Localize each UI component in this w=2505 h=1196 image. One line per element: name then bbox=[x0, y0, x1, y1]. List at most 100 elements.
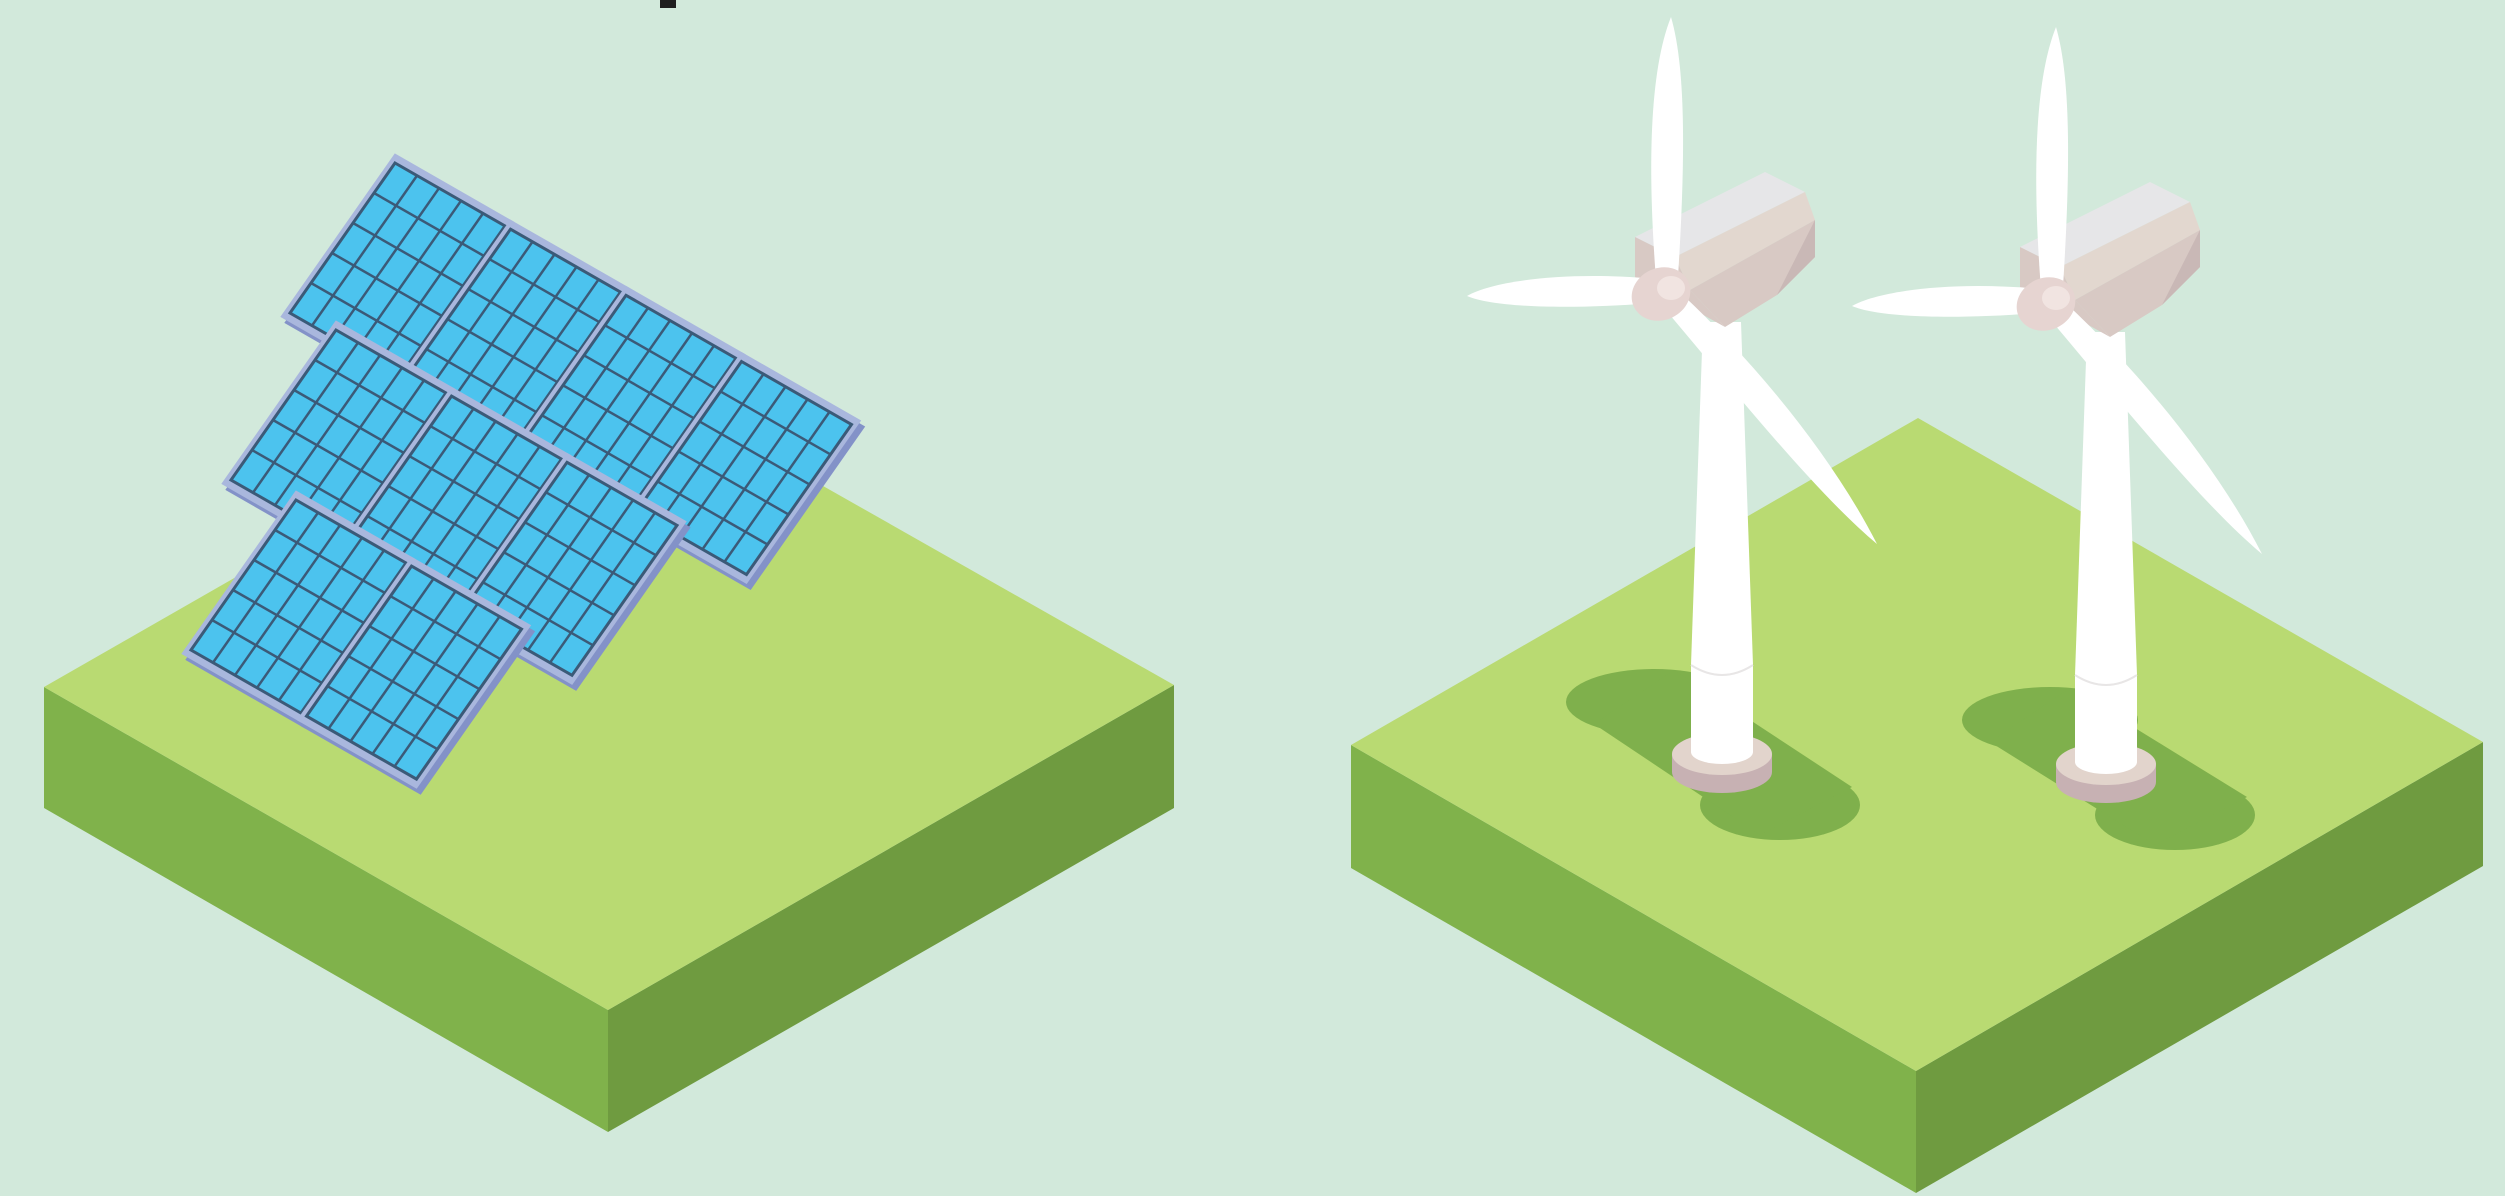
solar-panel-array bbox=[181, 153, 866, 795]
solar-cell-line bbox=[656, 480, 769, 546]
solar-cell-line bbox=[467, 288, 580, 354]
solar-cell-line bbox=[482, 581, 594, 647]
solar-cell-line bbox=[698, 420, 811, 486]
solar-panel bbox=[221, 320, 460, 559]
solar-cell-line bbox=[376, 212, 485, 365]
solar-cell-line bbox=[448, 253, 556, 406]
turbine-hub-highlight bbox=[2042, 286, 2070, 310]
solar-cell-line bbox=[563, 319, 672, 472]
solar-cell-line bbox=[367, 408, 475, 560]
wind-platform-right-side bbox=[1916, 742, 2483, 1193]
solar-cell-line bbox=[488, 258, 601, 324]
solar-cell-line bbox=[425, 348, 538, 414]
turbine-tower-seam bbox=[1690, 664, 1754, 676]
solar-cell-line bbox=[253, 558, 365, 625]
solar-cell-line bbox=[373, 191, 485, 258]
solar-cell-line bbox=[723, 411, 831, 563]
turbine-blades bbox=[1467, 17, 1877, 544]
solar-panel-row bbox=[181, 490, 536, 795]
solar-panel bbox=[181, 490, 420, 729]
turbine-hub-highlight bbox=[1657, 276, 1685, 300]
solar-cell-line bbox=[433, 445, 541, 598]
solar-cell-line bbox=[607, 344, 716, 497]
solar-panel bbox=[296, 556, 536, 795]
solar-cell-line bbox=[524, 521, 636, 587]
solar-platform-left-side bbox=[44, 687, 608, 1132]
solar-cell-line bbox=[677, 450, 790, 516]
nacelle-edge bbox=[2162, 202, 2200, 305]
solar-cell-line bbox=[504, 486, 613, 639]
solar-cell-line bbox=[273, 354, 382, 506]
solar-cell-line bbox=[562, 384, 674, 450]
solar-cell-line bbox=[503, 551, 615, 617]
turbine-blade bbox=[1852, 285, 2050, 317]
solar-cell-line bbox=[604, 324, 716, 390]
turbine-blade bbox=[2044, 296, 2262, 554]
solar-cell-line bbox=[482, 474, 591, 626]
solar-cell-line bbox=[347, 655, 460, 721]
solar-cell-line bbox=[657, 373, 765, 525]
solar-cell-line bbox=[548, 511, 657, 664]
solar-cell-line bbox=[332, 187, 441, 339]
solar-cell-line bbox=[277, 549, 386, 702]
solar-cell-line bbox=[679, 385, 787, 538]
wind-turbine bbox=[1467, 17, 1877, 840]
solar-platform-right-side bbox=[608, 685, 1174, 1132]
solar-cell-line bbox=[446, 318, 559, 384]
solar-cell-line bbox=[326, 685, 439, 751]
solar-cell-line bbox=[232, 588, 344, 655]
wind-platform bbox=[1351, 418, 2483, 1193]
solar-cell-line bbox=[310, 174, 419, 327]
solar-cell-line bbox=[583, 354, 695, 420]
solar-cell-line bbox=[408, 455, 521, 521]
solar-cell-line bbox=[317, 379, 426, 532]
solar-cell-line bbox=[387, 485, 500, 551]
solar-cell-line bbox=[541, 307, 650, 459]
solar-cell-line bbox=[368, 625, 481, 691]
solar-panel bbox=[626, 351, 866, 590]
solar-cell-line bbox=[545, 491, 657, 557]
solar-cell-line bbox=[526, 499, 635, 651]
nacelle-side bbox=[2075, 230, 2200, 337]
solar-cell-line bbox=[426, 241, 534, 393]
cropped-text-fragment bbox=[660, 0, 676, 8]
turbine-blade bbox=[1659, 286, 1877, 544]
solar-cell-line bbox=[272, 418, 384, 485]
solar-cell-line bbox=[295, 367, 404, 519]
turbine-tower-seam bbox=[2074, 674, 2138, 686]
wind-turbine bbox=[1852, 27, 2262, 850]
turbine-tower bbox=[2075, 332, 2137, 762]
turbine-blade bbox=[2036, 27, 2069, 302]
solar-cell-line bbox=[255, 537, 364, 689]
nacelle-side bbox=[1690, 220, 1815, 327]
solar-cell-line bbox=[314, 358, 426, 425]
solar-cell-line bbox=[585, 332, 694, 484]
turbine-tower-foot bbox=[2075, 750, 2137, 774]
turbine-blade bbox=[1467, 275, 1665, 307]
solar-cell-line bbox=[211, 511, 320, 664]
solar-cell-line bbox=[429, 425, 542, 491]
solar-cell-line bbox=[349, 590, 457, 743]
solar-cell-line bbox=[470, 266, 578, 418]
wind-platform-left-side bbox=[1351, 745, 1916, 1193]
turbine-blade bbox=[1651, 17, 1684, 292]
solar-cell-line bbox=[274, 528, 386, 595]
solar-cell-line bbox=[371, 603, 479, 755]
solar-cell-line bbox=[352, 221, 464, 288]
solar-cell-line bbox=[251, 341, 360, 494]
wind-turbines bbox=[1467, 17, 2262, 850]
solar-cell-line bbox=[233, 524, 342, 676]
solar-cell-line bbox=[492, 278, 600, 431]
solar-cell-line bbox=[327, 578, 435, 730]
solar-cell-line bbox=[701, 398, 809, 550]
nacelle-band bbox=[1675, 192, 1815, 290]
solar-cell-line bbox=[541, 414, 653, 480]
solar-cell-line bbox=[251, 448, 363, 515]
turbine-blades bbox=[1852, 27, 2262, 554]
solar-cell-line bbox=[354, 200, 463, 352]
solar-cell-line bbox=[310, 281, 422, 348]
nacelle-band bbox=[2060, 202, 2200, 300]
solar-cell-line bbox=[389, 595, 502, 661]
solar-cell-line bbox=[411, 433, 519, 585]
